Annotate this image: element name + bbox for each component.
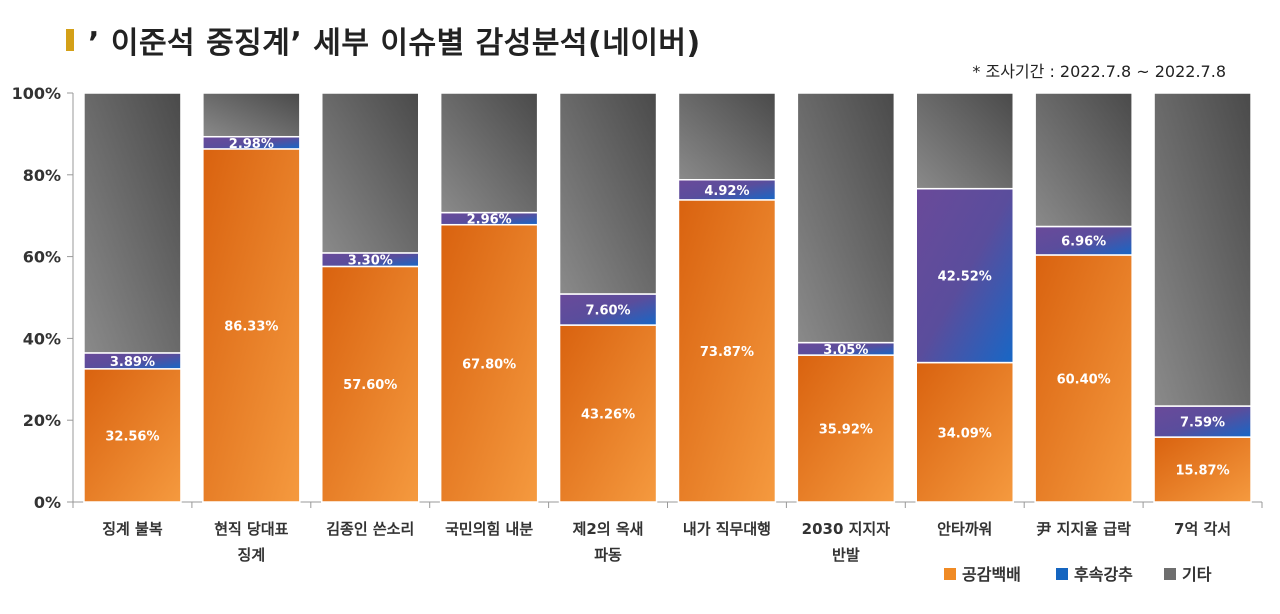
x-category-label: 반발 — [832, 546, 860, 564]
data-label-followup: 4.92% — [704, 184, 749, 199]
bar-other — [915, 92, 1014, 190]
bar-other — [439, 92, 539, 214]
legend-swatch-other — [1164, 568, 1176, 580]
bar-other — [321, 92, 420, 254]
x-category-label: 尹 지지율 급락 — [1036, 520, 1131, 538]
data-label-empathy: 32.56% — [105, 429, 159, 444]
y-tick-label: 100% — [12, 84, 61, 103]
bar-empathy — [321, 265, 420, 503]
bar-empathy — [1034, 254, 1133, 503]
x-category-label: 내가 직무대행 — [683, 520, 771, 538]
bar-empathy — [202, 148, 301, 503]
survey-period: * 조사기간 : 2022.7.8 ~ 2022.7.8 — [972, 62, 1226, 81]
x-category-label: 2030 지지자 — [802, 520, 891, 538]
data-label-empathy: 60.40% — [1057, 372, 1111, 387]
data-label-empathy: 15.87% — [1175, 464, 1229, 479]
legend-label-other: 기타 — [1182, 565, 1212, 584]
y-tick-label: 60% — [23, 248, 61, 267]
data-label-empathy: 57.60% — [343, 378, 397, 393]
legend-swatch-empathy — [944, 568, 956, 580]
legend-label-followup: 후속강추 — [1074, 565, 1133, 584]
x-category-label: 안타까워 — [937, 520, 992, 538]
data-label-followup: 2.96% — [467, 213, 512, 228]
data-label-followup: 7.60% — [585, 304, 630, 319]
y-tick-label: 40% — [23, 329, 61, 348]
x-category-label: 파동 — [594, 546, 622, 564]
bar-empathy — [677, 199, 777, 503]
x-category-label: 국민의힘 내분 — [445, 520, 533, 538]
bar-empathy — [796, 354, 896, 503]
bar-empathy — [915, 361, 1014, 503]
y-tick-label: 20% — [23, 411, 61, 430]
x-category-label: 7억 각서 — [1174, 520, 1231, 538]
bar-other — [558, 92, 658, 295]
bar-followup — [915, 187, 1014, 364]
bar-other — [677, 92, 777, 181]
bar-empathy — [83, 368, 182, 503]
data-label-followup: 2.98% — [229, 137, 274, 152]
bar-followup — [558, 293, 658, 326]
legend-swatch-followup — [1056, 568, 1068, 580]
data-label-empathy: 43.26% — [581, 408, 635, 423]
bar-other — [1153, 92, 1252, 407]
data-label-followup: 3.05% — [823, 343, 868, 358]
x-category-label: 제2의 옥새 — [573, 520, 644, 538]
legend-label-empathy: 공감백배 — [962, 565, 1021, 584]
bar-other — [796, 92, 896, 344]
data-label-empathy: 73.87% — [700, 345, 754, 360]
data-label-followup: 3.89% — [110, 355, 155, 370]
data-label-empathy: 34.09% — [938, 426, 992, 441]
data-label-empathy: 35.92% — [819, 423, 873, 438]
bar-other — [1034, 92, 1133, 228]
y-tick-label: 0% — [34, 493, 61, 512]
bar-empathy — [558, 324, 658, 503]
bar-other — [83, 92, 182, 354]
x-category-label: 징계 불복 — [102, 520, 163, 538]
data-label-empathy: 67.80% — [462, 357, 516, 372]
data-label-empathy: 86.33% — [224, 319, 278, 334]
bar-other — [202, 92, 301, 138]
x-category-label: 징계 — [238, 546, 266, 564]
data-label-followup: 42.52% — [938, 270, 992, 285]
bar-empathy — [1153, 436, 1252, 503]
data-label-followup: 7.59% — [1180, 416, 1225, 431]
x-category-label: 김종인 쓴소리 — [326, 520, 414, 538]
chart-title: ’ 이준석 중징계’ 세부 이슈별 감성분석(네이버) — [88, 26, 701, 61]
title-accent-bar — [66, 29, 74, 51]
y-tick-label: 80% — [23, 166, 61, 185]
x-category-label: 현직 당대표 — [214, 520, 288, 538]
bar-empathy — [439, 223, 539, 503]
data-label-followup: 6.96% — [1061, 235, 1106, 250]
data-label-followup: 3.30% — [348, 254, 393, 269]
